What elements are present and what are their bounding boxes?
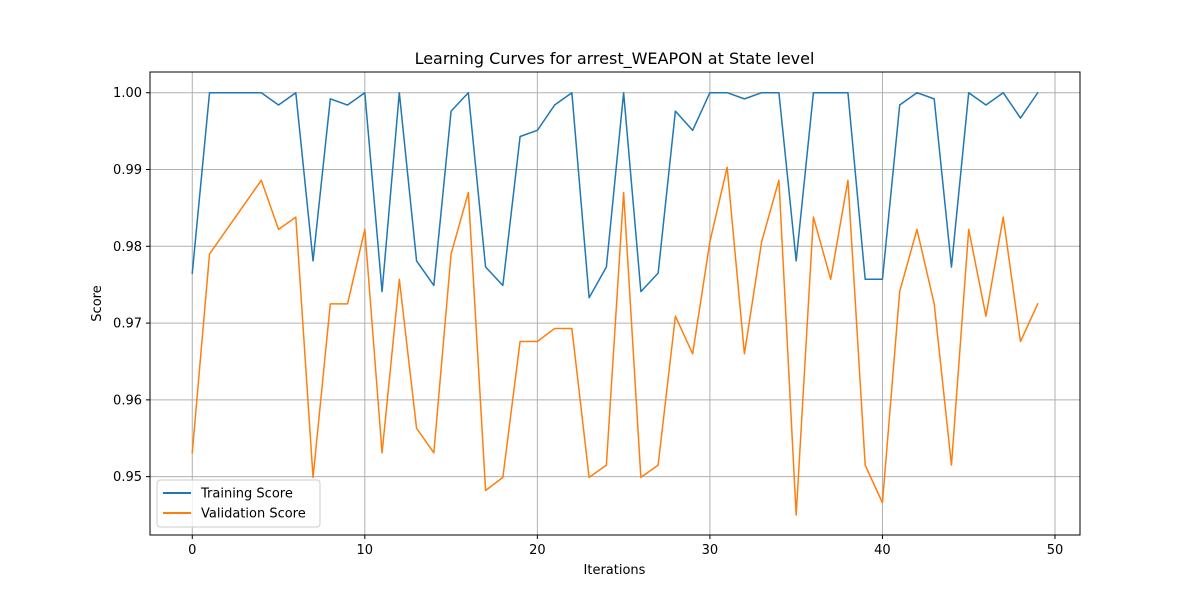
y-tick-label: 0.97 (113, 317, 142, 332)
x-tick-label: 10 (357, 543, 374, 558)
y-axis-label: Score (90, 285, 105, 321)
legend-label-training: Training Score (200, 487, 293, 502)
x-tick-label: 20 (529, 543, 546, 558)
x-tick-label: 40 (874, 543, 891, 558)
x-tick-label: 50 (1047, 543, 1064, 558)
validation-score-line (191, 166, 1039, 516)
plot-lines (191, 91, 1039, 516)
x-axis-label: Iterations (584, 563, 646, 578)
axis-ticks: 0 10 20 30 40 50 0.95 0.96 0.97 0.98 0.99 1.00 (113, 86, 1063, 558)
x-tick-label: 0 (188, 543, 196, 558)
legend-box (156, 479, 321, 528)
plot-frame (149, 71, 1081, 536)
chart-title: Learning Curves for arrest_WEAPON at Sta… (415, 49, 815, 69)
y-tick-label: 1.00 (113, 86, 142, 101)
legend: Training Score Validation Score (156, 479, 321, 528)
x-tick-label: 30 (702, 543, 719, 558)
y-tick-label: 0.96 (113, 393, 142, 408)
y-tick-label: 0.99 (113, 163, 142, 178)
training-score-line (191, 91, 1039, 299)
grid-lines (150, 72, 1080, 535)
legend-label-validation: Validation Score (201, 507, 306, 522)
y-tick-label: 0.95 (113, 470, 142, 485)
y-tick-label: 0.98 (113, 240, 142, 255)
